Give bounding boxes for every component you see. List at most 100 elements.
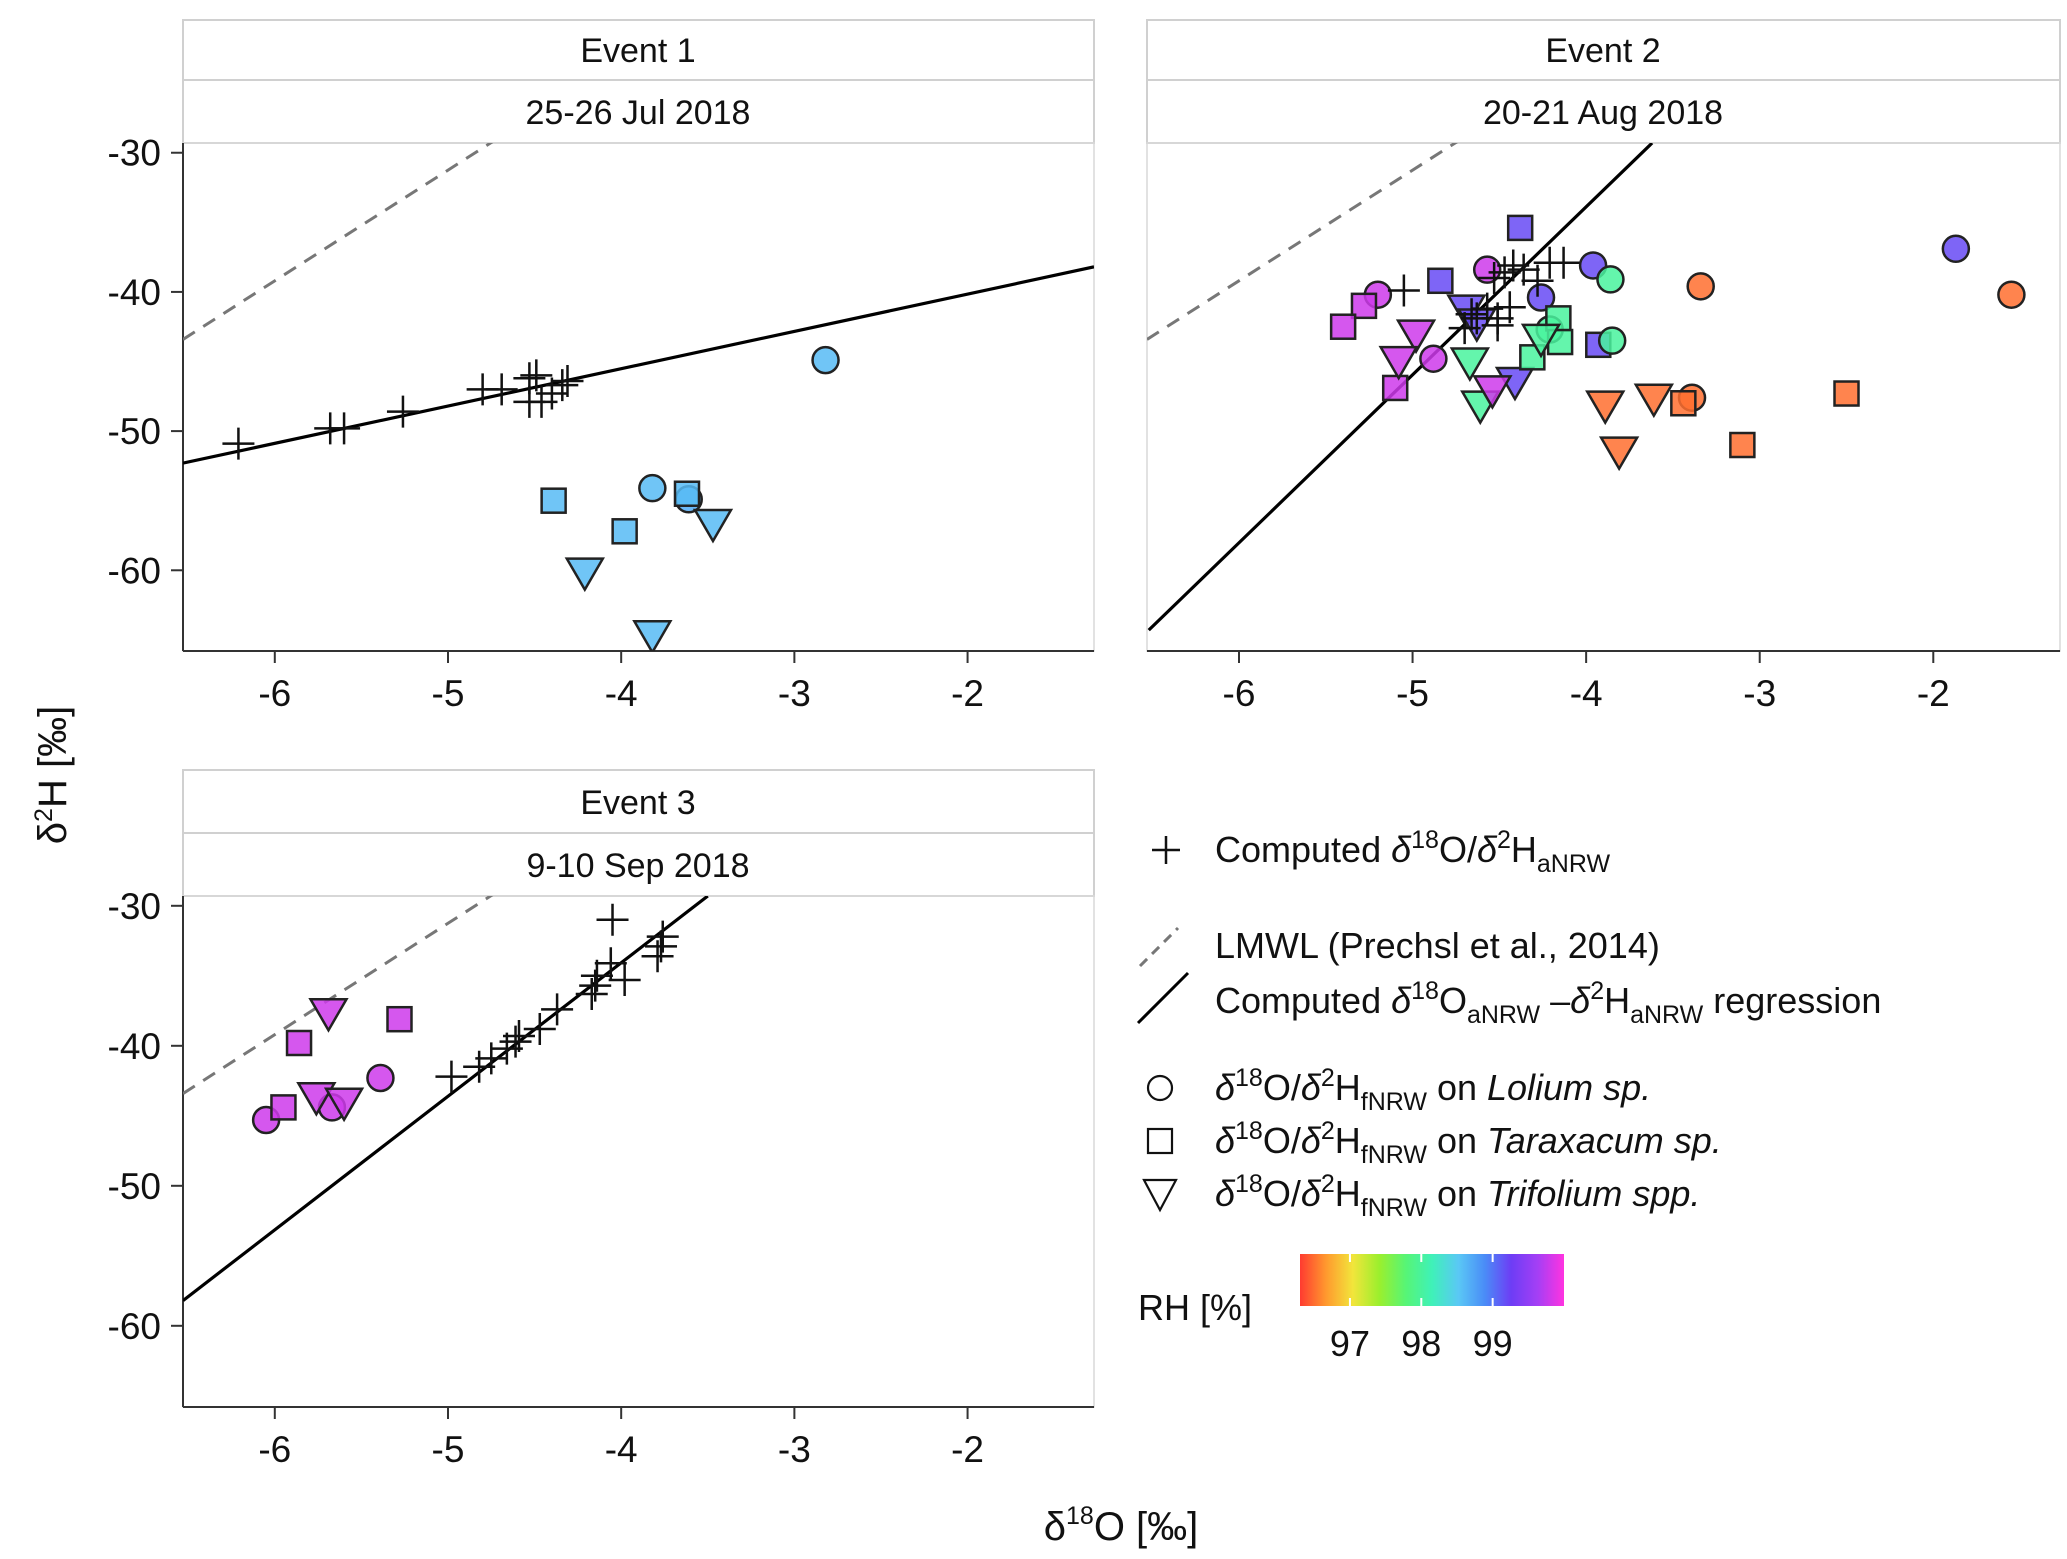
y-tick-label: -40 [108, 272, 161, 313]
legend-label: δ18O/δ2HfNRW on Trifolium spp. [1215, 1170, 1700, 1222]
marker-square-taraxacum [285, 1029, 313, 1057]
marker-square-taraxacum [386, 1005, 413, 1033]
plus-icon [1152, 836, 1180, 864]
x-tick-label: -4 [605, 1429, 638, 1470]
marker-square-taraxacum [1506, 214, 1534, 242]
marker-triangle-trifolium [564, 557, 605, 593]
plot-frame [182, 895, 1095, 1408]
legend-label: δ18O/δ2HfNRW on Taraxacum sp. [1215, 1117, 1722, 1169]
y-tick-label: -40 [108, 1026, 161, 1067]
panel-event-3: Event 3 9-10 Sep 2018 -6 -5 -4 -3 -2 -30 -40 -5… [108, 769, 1095, 1470]
marker-plus-computed [551, 364, 584, 397]
plot-marks [183, 143, 1094, 651]
marker-triangle-trifolium [1395, 319, 1437, 355]
marker-triangle-trifolium [1520, 323, 1562, 359]
marker-plus-computed [580, 959, 613, 992]
marker-plus-computed [546, 369, 579, 402]
marker-circle-lolium [1997, 280, 2026, 309]
legend-label: Computed δ18O/δ2HaNRW [1215, 826, 1610, 878]
x-tick-label: -5 [432, 1429, 465, 1470]
marker-plus-computed [502, 1020, 535, 1052]
marker-circle-lolium [366, 1063, 395, 1093]
colorbar-tick-label: 99 [1473, 1323, 1513, 1364]
marker-circle-lolium [1419, 344, 1448, 373]
y-tick-label: -50 [108, 411, 161, 452]
legend: Computed δ18O/δ2HaNRW LMWL (Prechsl et a… [1136, 826, 1881, 1364]
marker-plus-computed [499, 1025, 532, 1058]
marker-plus-computed [328, 412, 361, 445]
marker-plus-computed [646, 920, 679, 953]
marker-plus-computed [1488, 256, 1521, 289]
marker-triangle-trifolium [1449, 347, 1491, 382]
marker-plus-computed [541, 993, 574, 1026]
marker-plus-computed [523, 1013, 556, 1045]
y-axis-label: δ2H [‰] [30, 706, 75, 844]
legend-item-lmwl: LMWL (Prechsl et al., 2014) [1138, 925, 1660, 968]
lmwl-line [1147, 143, 1458, 341]
panel-title: Event 3 [580, 784, 695, 822]
x-tick-label: -3 [778, 1429, 811, 1470]
marker-plus-computed [1387, 274, 1420, 307]
marker-plus-computed [435, 1060, 468, 1093]
marker-plus-computed [386, 395, 419, 428]
regression-line [183, 265, 1094, 465]
marker-triangle-trifolium [1633, 383, 1675, 419]
marker-plus-computed [520, 359, 553, 392]
marker-triangle-trifolium [1585, 390, 1626, 426]
marker-square-taraxacum [1381, 374, 1409, 402]
legend-label: LMWL (Prechsl et al., 2014) [1215, 925, 1660, 966]
marker-circle-lolium [1526, 283, 1556, 312]
marker-circle-lolium [1686, 272, 1715, 301]
strip-date [182, 79, 1095, 144]
solid-line-icon [1136, 971, 1190, 1025]
plot-frame [182, 142, 1095, 652]
marker-triangle-trifolium [323, 1087, 365, 1123]
marker-plus-computed [594, 947, 627, 980]
marker-square-taraxacum [1729, 431, 1756, 459]
marker-square-taraxacum [1833, 380, 1860, 407]
x-tick-label: -6 [258, 673, 291, 714]
x-tick-label: -4 [1570, 673, 1603, 714]
colorbar-tick-label: 97 [1330, 1323, 1370, 1364]
marker-square-taraxacum [1427, 267, 1454, 295]
panel-title: Event 1 [580, 32, 695, 70]
y-tick-label: -60 [108, 550, 161, 591]
y-tick-label: -30 [108, 886, 161, 927]
colorbar-ticks: 97 98 99 [1330, 1254, 1513, 1364]
marker-triangle-trifolium [1472, 375, 1513, 410]
square-icon [1146, 1127, 1174, 1155]
legend-item-circle: δ18O/δ2HfNRW on Lolium sp. [1146, 1064, 1651, 1116]
regression-line [183, 896, 709, 1302]
strip-title [182, 19, 1095, 81]
marker-triangle-trifolium [1378, 345, 1419, 381]
strip-date [182, 832, 1095, 897]
panel-event-1: Event 1 25-26 Jul 2018 -6 -5 -4 -3 -2-30-40-… [108, 19, 1095, 714]
x-tick-label: -6 [258, 1429, 291, 1470]
marker-plus-computed [1455, 298, 1488, 331]
x-tick-label: -5 [1396, 673, 1429, 714]
marker-circle-lolium [811, 345, 840, 375]
marker-circle-lolium [638, 473, 667, 503]
triangle-icon [1142, 1178, 1178, 1213]
marker-square-taraxacum [1519, 344, 1546, 371]
colorbar-gradient [1300, 1254, 1564, 1306]
marker-square-taraxacum [270, 1094, 297, 1121]
colorbar: RH [%] 97 98 99 [1138, 1254, 1564, 1364]
lmwl-line [183, 896, 494, 1095]
panel-date: 25-26 Jul 2018 [526, 94, 751, 132]
colorbar-title: RH [%] [1138, 1287, 1252, 1328]
marker-plus-computed [1547, 246, 1580, 279]
marker-plus-computed [222, 427, 255, 460]
marker-plus-computed [463, 1050, 496, 1083]
strip-title [1146, 19, 2061, 81]
panel-date: 20-21 Aug 2018 [1483, 94, 1723, 132]
y-tick-label: -50 [108, 1166, 161, 1207]
x-axis-label: δ18O [‰] [1044, 1502, 1199, 1549]
marker-circle-lolium [1596, 265, 1625, 294]
x-tick-label: -3 [778, 673, 811, 714]
y-tick-label: -30 [108, 133, 161, 174]
marker-circle-lolium [1597, 326, 1627, 355]
legend-item-square: δ18O/δ2HfNRW on Taraxacum sp. [1146, 1117, 1722, 1169]
plot-area: -6 -5 -4 -3 -2 -30 -40 -50 -60 [108, 886, 1095, 1470]
legend-species: δ18O/δ2HfNRW on Lolium sp.δ18O/δ2HfNRW o… [1142, 1064, 1722, 1222]
